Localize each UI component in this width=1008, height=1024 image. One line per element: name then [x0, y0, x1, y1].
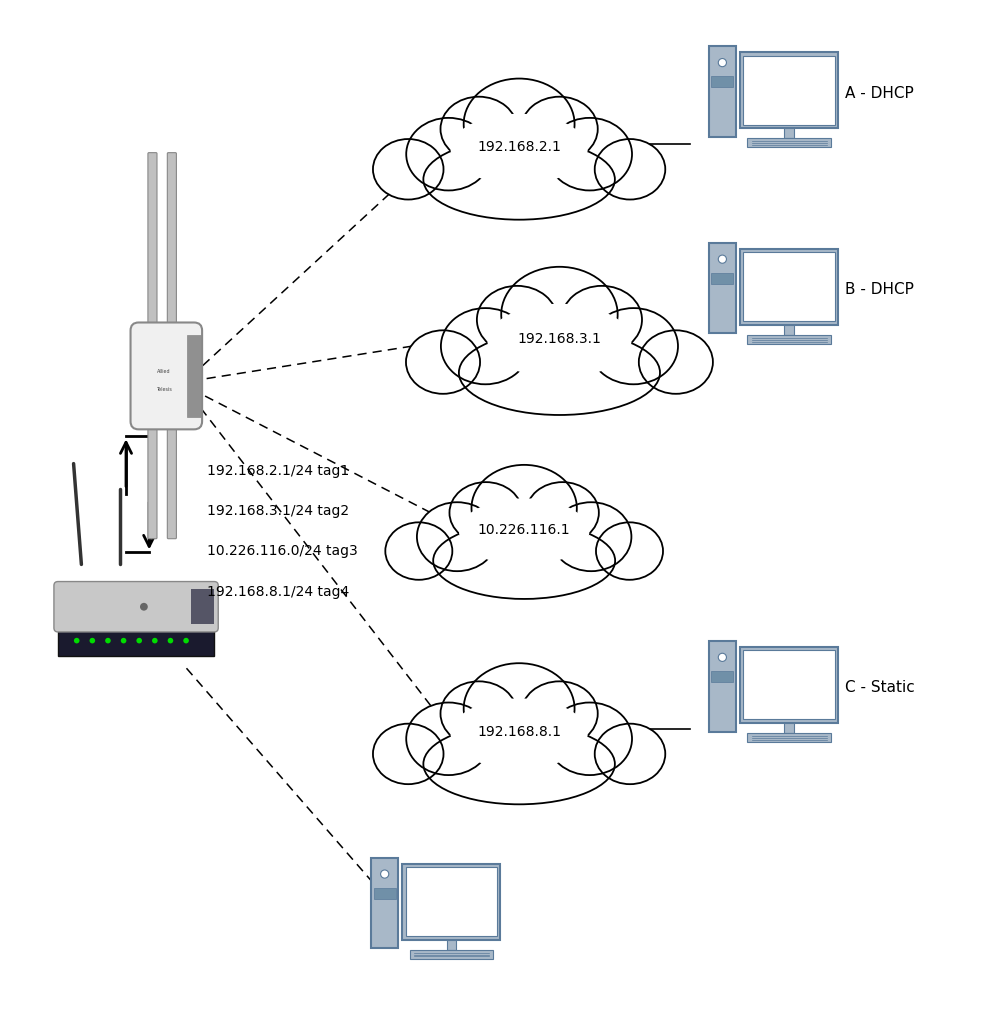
FancyBboxPatch shape — [406, 867, 497, 936]
Ellipse shape — [450, 482, 522, 544]
FancyBboxPatch shape — [747, 138, 831, 147]
Text: Allied: Allied — [156, 369, 170, 374]
FancyBboxPatch shape — [709, 46, 736, 137]
Text: 192.168.3.1: 192.168.3.1 — [517, 332, 602, 346]
FancyBboxPatch shape — [712, 76, 733, 87]
Text: 10.226.116.1: 10.226.116.1 — [478, 523, 571, 537]
Circle shape — [74, 638, 80, 643]
Text: 192.168.2.1: 192.168.2.1 — [477, 140, 561, 154]
Circle shape — [136, 638, 142, 643]
Circle shape — [381, 870, 389, 879]
Ellipse shape — [451, 114, 588, 184]
Ellipse shape — [472, 465, 577, 551]
FancyBboxPatch shape — [712, 671, 733, 682]
Circle shape — [719, 653, 727, 662]
Ellipse shape — [385, 522, 453, 580]
Ellipse shape — [459, 499, 590, 565]
Ellipse shape — [547, 118, 632, 190]
Ellipse shape — [595, 139, 665, 200]
Text: 192.168.8.1: 192.168.8.1 — [477, 725, 561, 738]
Ellipse shape — [417, 502, 497, 571]
Ellipse shape — [464, 664, 575, 754]
FancyBboxPatch shape — [191, 589, 214, 625]
Ellipse shape — [561, 286, 642, 353]
FancyBboxPatch shape — [709, 243, 736, 334]
Ellipse shape — [373, 724, 444, 784]
Ellipse shape — [459, 331, 660, 415]
Circle shape — [719, 58, 727, 67]
Ellipse shape — [423, 139, 615, 220]
FancyBboxPatch shape — [747, 733, 831, 741]
FancyBboxPatch shape — [374, 888, 395, 898]
FancyBboxPatch shape — [131, 323, 202, 429]
Ellipse shape — [440, 96, 517, 161]
Text: A - DHCP: A - DHCP — [845, 86, 913, 100]
Ellipse shape — [521, 96, 598, 161]
Circle shape — [183, 638, 188, 643]
Ellipse shape — [639, 331, 713, 394]
Ellipse shape — [477, 286, 557, 353]
Ellipse shape — [423, 724, 615, 804]
Ellipse shape — [521, 681, 598, 745]
FancyBboxPatch shape — [709, 641, 736, 731]
Ellipse shape — [406, 118, 491, 190]
Ellipse shape — [526, 482, 599, 544]
FancyBboxPatch shape — [167, 153, 176, 336]
FancyBboxPatch shape — [447, 940, 457, 950]
FancyBboxPatch shape — [784, 325, 794, 335]
FancyBboxPatch shape — [744, 252, 835, 322]
Text: 10.226.116.0/24 tag3: 10.226.116.0/24 tag3 — [207, 545, 358, 558]
Circle shape — [105, 638, 111, 643]
Text: Telesis: Telesis — [155, 387, 171, 392]
Ellipse shape — [551, 502, 631, 571]
Ellipse shape — [589, 308, 678, 384]
Ellipse shape — [433, 522, 615, 599]
Ellipse shape — [373, 139, 444, 200]
FancyBboxPatch shape — [712, 272, 733, 284]
Text: 192.168.2.1/24 tag1: 192.168.2.1/24 tag1 — [207, 464, 349, 477]
FancyBboxPatch shape — [744, 55, 835, 125]
Ellipse shape — [440, 308, 530, 384]
Text: B - DHCP: B - DHCP — [845, 283, 913, 297]
Circle shape — [719, 255, 727, 263]
FancyBboxPatch shape — [747, 335, 831, 344]
FancyBboxPatch shape — [371, 858, 398, 948]
Ellipse shape — [547, 702, 632, 775]
FancyBboxPatch shape — [740, 249, 838, 325]
Circle shape — [140, 603, 148, 610]
Circle shape — [152, 638, 157, 643]
FancyBboxPatch shape — [54, 582, 219, 632]
Text: 192.168.3.1/24 tag2: 192.168.3.1/24 tag2 — [207, 504, 349, 518]
Ellipse shape — [406, 702, 491, 775]
Ellipse shape — [488, 304, 631, 378]
Text: C - Static: C - Static — [845, 680, 914, 695]
Circle shape — [167, 638, 173, 643]
FancyBboxPatch shape — [58, 625, 214, 656]
Text: 192.168.8.1/24 tag4: 192.168.8.1/24 tag4 — [207, 585, 349, 599]
Ellipse shape — [440, 681, 517, 745]
FancyBboxPatch shape — [409, 950, 493, 958]
FancyBboxPatch shape — [784, 723, 794, 733]
FancyBboxPatch shape — [148, 416, 157, 539]
FancyBboxPatch shape — [148, 153, 157, 336]
FancyBboxPatch shape — [740, 647, 838, 723]
Ellipse shape — [464, 79, 575, 169]
Ellipse shape — [595, 724, 665, 784]
FancyBboxPatch shape — [744, 650, 835, 720]
Ellipse shape — [596, 522, 663, 580]
FancyBboxPatch shape — [187, 335, 202, 417]
Ellipse shape — [406, 331, 480, 394]
Ellipse shape — [501, 267, 618, 362]
Circle shape — [121, 638, 126, 643]
Ellipse shape — [451, 698, 588, 769]
FancyBboxPatch shape — [784, 128, 794, 138]
FancyBboxPatch shape — [740, 52, 838, 128]
FancyBboxPatch shape — [167, 416, 176, 539]
FancyBboxPatch shape — [402, 863, 500, 940]
Circle shape — [90, 638, 95, 643]
